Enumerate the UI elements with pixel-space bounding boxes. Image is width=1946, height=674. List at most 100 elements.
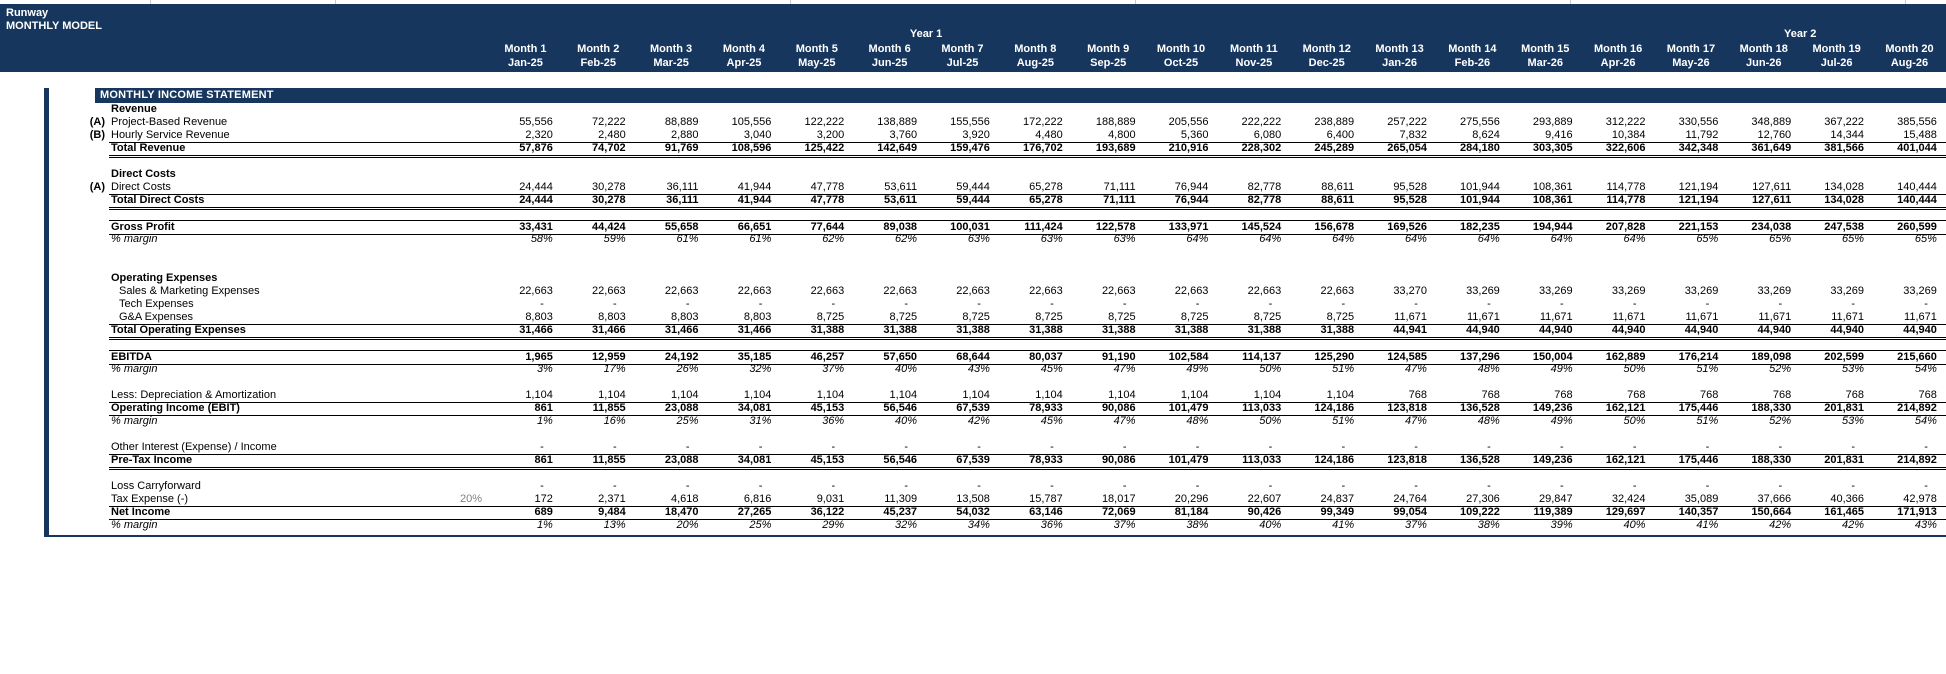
cell-project-based-revenue-m11[interactable]: 222,222 xyxy=(1241,116,1282,128)
cell-margin-m18[interactable]: 52% xyxy=(1769,363,1792,375)
cell-total-revenue-m16[interactable]: 322,606 xyxy=(1581,142,1655,158)
cell-pre-tax-income-m4[interactable]: 34,081 xyxy=(707,454,781,470)
cell-margin-m2[interactable]: 13% xyxy=(603,519,626,531)
cell-direct-costs-m9[interactable]: 71,111 xyxy=(1071,181,1145,195)
cell-gross-profit-m19[interactable]: 247,538 xyxy=(1800,220,1874,235)
cell-tech-expenses-m18[interactable]: - xyxy=(1778,298,1783,310)
cell-operating-income-ebit-m17[interactable]: 175,446 xyxy=(1654,402,1728,416)
cell-margin-m17[interactable]: 65% xyxy=(1696,233,1719,245)
cell-total-operating-expenses-m10[interactable]: 31,388 xyxy=(1144,324,1218,340)
cell-margin-m1[interactable]: 58% xyxy=(530,233,553,245)
cell-less-depreciation-amortization-m9[interactable]: 1,104 xyxy=(1071,389,1145,403)
cell-tax-expense-m4[interactable]: 6,816 xyxy=(707,493,781,507)
cell-loss-carryforward-m2[interactable]: - xyxy=(613,480,617,492)
cell-total-direct-costs-m20[interactable]: 140,444 xyxy=(1873,194,1946,210)
cell-gross-profit-m16[interactable]: 207,828 xyxy=(1581,220,1655,235)
cell-total-operating-expenses-m20[interactable]: 44,940 xyxy=(1873,324,1946,340)
cell-operating-income-ebit-m18[interactable]: 188,330 xyxy=(1727,402,1801,416)
cell-hourly-service-revenue-m3[interactable]: 2,880 xyxy=(634,129,708,143)
cell-hourly-service-revenue-m7[interactable]: 3,920 xyxy=(926,129,999,143)
cell-margin-m16[interactable]: 50% xyxy=(1623,415,1646,427)
cell-net-income-m10[interactable]: 81,184 xyxy=(1144,506,1218,520)
cell-direct-costs-m8[interactable] xyxy=(999,168,1072,181)
cell-margin-m15[interactable]: 49% xyxy=(1550,415,1573,427)
cell-margin-m18[interactable]: 52% xyxy=(1769,415,1792,427)
cell-less-depreciation-amortization-m13[interactable]: 768 xyxy=(1363,389,1436,403)
cell-less-depreciation-amortization-m6[interactable]: 1,104 xyxy=(853,389,927,403)
cell-total-revenue-m14[interactable]: 284,180 xyxy=(1435,142,1509,158)
cell-g-a-expenses-m1[interactable]: 8,803 xyxy=(489,311,562,325)
cell-direct-costs-m19[interactable] xyxy=(1800,168,1873,181)
cell-ebitda-m11[interactable]: 114,137 xyxy=(1217,350,1291,365)
cell-ebitda-m12[interactable]: 125,290 xyxy=(1290,350,1364,365)
cell-tech-expenses-m14[interactable]: - xyxy=(1487,298,1491,310)
cell-loss-carryforward-m20[interactable]: - xyxy=(1924,480,1928,492)
cell-pre-tax-income-m3[interactable]: 23,088 xyxy=(634,454,708,470)
cell-ebitda-m13[interactable]: 124,585 xyxy=(1363,350,1436,365)
cell-ebitda-m7[interactable]: 68,644 xyxy=(926,350,999,365)
cell-other-interest-expense-income-m9[interactable]: - xyxy=(1071,441,1145,455)
cell-g-a-expenses-m8[interactable]: 8,725 xyxy=(998,311,1072,325)
cell-total-operating-expenses-m9[interactable]: 31,388 xyxy=(1071,324,1145,340)
cell-operating-expenses-m2[interactable] xyxy=(562,272,635,285)
cell-operating-income-ebit-m20[interactable]: 214,892 xyxy=(1873,402,1946,416)
cell-gross-profit-m4[interactable]: 66,651 xyxy=(707,220,781,235)
cell-direct-costs-m17[interactable] xyxy=(1655,168,1728,181)
cell-pre-tax-income-m9[interactable]: 90,086 xyxy=(1071,454,1145,470)
cell-margin-m16[interactable]: 40% xyxy=(1623,519,1646,531)
cell-tax-expense-m15[interactable]: 29,847 xyxy=(1508,493,1582,507)
cell-ebitda-m17[interactable]: 176,214 xyxy=(1654,350,1728,365)
cell-loss-carryforward-m16[interactable]: - xyxy=(1632,480,1637,492)
cell-less-depreciation-amortization-m11[interactable]: 1,104 xyxy=(1217,389,1291,403)
cell-ebitda-m14[interactable]: 137,296 xyxy=(1435,350,1509,365)
cell-revenue-m1[interactable] xyxy=(489,103,562,116)
cell-operating-expenses-m12[interactable] xyxy=(1290,272,1363,285)
cell-tech-expenses-m17[interactable]: - xyxy=(1705,298,1710,310)
cell-less-depreciation-amortization-m12[interactable]: 1,104 xyxy=(1290,389,1364,403)
cell-margin-m17[interactable]: 41% xyxy=(1696,519,1719,531)
cell-operating-income-ebit-m4[interactable]: 34,081 xyxy=(707,402,781,416)
cell-direct-costs-m10[interactable]: 76,944 xyxy=(1144,181,1218,195)
cell-direct-costs-m4[interactable]: 41,944 xyxy=(707,181,781,195)
cell-total-operating-expenses-m13[interactable]: 44,941 xyxy=(1363,324,1436,340)
cell-margin-m12[interactable]: 41% xyxy=(1332,519,1355,531)
cell-g-a-expenses-m15[interactable]: 11,671 xyxy=(1508,311,1582,325)
cell-sales-marketing-expenses-m12[interactable]: 22,663 xyxy=(1320,285,1355,297)
cell-direct-costs-m14[interactable]: 101,944 xyxy=(1435,181,1509,195)
cell-total-operating-expenses-m12[interactable]: 31,388 xyxy=(1290,324,1364,340)
cell-ebitda-m6[interactable]: 57,650 xyxy=(853,350,927,365)
cell-margin-m5[interactable]: 29% xyxy=(822,519,845,531)
cell-margin-m4[interactable]: 61% xyxy=(749,233,772,245)
cell-total-operating-expenses-m3[interactable]: 31,466 xyxy=(634,324,708,340)
cell-gross-profit-m5[interactable]: 77,644 xyxy=(780,220,854,235)
cell-margin-m14[interactable]: 48% xyxy=(1477,363,1500,375)
cell-less-depreciation-amortization-m2[interactable]: 1,104 xyxy=(561,389,635,403)
cell-tech-expenses-m11[interactable]: - xyxy=(1268,298,1273,310)
cell-margin-m8[interactable]: 45% xyxy=(1040,415,1063,427)
cell-revenue-m2[interactable] xyxy=(562,103,635,116)
cell-ebitda-m15[interactable]: 150,004 xyxy=(1508,350,1582,365)
cell-ebitda-m5[interactable]: 46,257 xyxy=(780,350,854,365)
cell-operating-income-ebit-m2[interactable]: 11,855 xyxy=(561,402,635,416)
cell-loss-carryforward-m11[interactable]: - xyxy=(1268,480,1273,492)
cell-margin-m2[interactable]: 59% xyxy=(603,233,626,245)
cell-loss-carryforward-m12[interactable]: - xyxy=(1341,480,1346,492)
cell-sales-marketing-expenses-m4[interactable]: 22,663 xyxy=(737,285,772,297)
cell-total-revenue-m19[interactable]: 381,566 xyxy=(1800,142,1874,158)
cell-total-operating-expenses-m19[interactable]: 44,940 xyxy=(1800,324,1874,340)
cell-margin-m19[interactable]: 53% xyxy=(1842,363,1865,375)
cell-less-depreciation-amortization-m5[interactable]: 1,104 xyxy=(780,389,854,403)
cell-net-income-m19[interactable]: 161,465 xyxy=(1800,506,1874,520)
cell-total-revenue-m1[interactable]: 57,876 xyxy=(489,142,562,158)
cell-revenue-m3[interactable] xyxy=(635,103,708,116)
cell-operating-expenses-m1[interactable] xyxy=(489,272,562,285)
cell-operating-income-ebit-m11[interactable]: 113,033 xyxy=(1217,402,1291,416)
cell-margin-m18[interactable]: 65% xyxy=(1769,233,1792,245)
cell-margin-m11[interactable]: 64% xyxy=(1259,233,1282,245)
cell-total-direct-costs-m11[interactable]: 82,778 xyxy=(1217,194,1291,210)
cell-g-a-expenses-m5[interactable]: 8,725 xyxy=(780,311,854,325)
cell-g-a-expenses-m3[interactable]: 8,803 xyxy=(634,311,708,325)
cell-tax-expense-m7[interactable]: 13,508 xyxy=(926,493,999,507)
cell-less-depreciation-amortization-m7[interactable]: 1,104 xyxy=(926,389,999,403)
cell-total-direct-costs-m15[interactable]: 108,361 xyxy=(1508,194,1582,210)
